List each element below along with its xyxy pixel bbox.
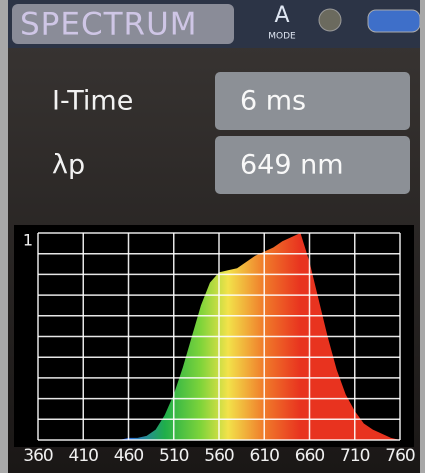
device-screen: SPECTRUM A MODE I-Time 6 ms λp 649 nm 360 410… <box>0 0 425 473</box>
x-tick-label: 460 <box>114 446 144 466</box>
field-label: λp <box>52 150 85 181</box>
x-tick-label: 660 <box>295 446 325 466</box>
screen-title: SPECTRUM <box>20 7 198 43</box>
x-tick-label: 710 <box>340 446 370 466</box>
mode-label[interactable]: MODE <box>268 32 296 42</box>
mode-icon[interactable]: A <box>274 3 289 28</box>
x-tick-label: 610 <box>250 446 280 466</box>
x-tick-label: 560 <box>204 446 234 466</box>
y-tick-label: 1 <box>23 231 33 250</box>
x-tick-label: 510 <box>159 446 189 466</box>
x-tick-label: 760 <box>385 446 415 466</box>
field-label: I-Time <box>52 86 133 117</box>
settings-icon[interactable] <box>319 9 341 31</box>
field-value: 6 ms <box>240 86 306 117</box>
x-tick-label: 360 <box>23 446 53 466</box>
field-value: 649 nm <box>240 150 344 181</box>
battery-icon <box>368 10 420 32</box>
x-tick-label: 410 <box>69 446 99 466</box>
